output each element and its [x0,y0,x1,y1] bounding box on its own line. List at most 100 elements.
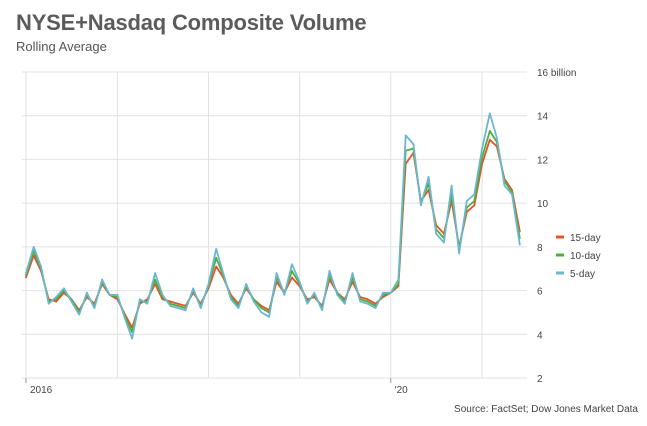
data-point-5-day [131,337,134,340]
data-point-5-day [146,302,149,305]
series-line-5-day [25,112,521,340]
data-point-15-day [154,283,157,285]
data-point-10-day [55,298,58,301]
data-point-10-day [481,156,483,159]
data-point-5-day [359,300,362,303]
data-point-5-day [473,193,476,196]
data-point-5-day [245,283,248,285]
data-point-10-day [25,274,27,277]
data-point-10-day [366,300,369,303]
data-point-5-day [443,241,445,244]
data-point-5-day [412,143,415,146]
data-point-5-day [450,184,453,187]
data-point-5-day [313,291,316,294]
data-point-10-day [488,130,491,132]
y-tick-label: 14 [537,112,549,123]
data-point-10-day [473,200,476,202]
data-point-5-day [328,270,331,272]
data-point-5-day [366,302,369,305]
data-point-5-day [86,291,88,294]
data-point-5-day [481,147,483,150]
data-point-15-day [169,300,172,303]
legend-label: 10-day [570,251,601,262]
x-tick-label: '20 [395,385,408,396]
data-point-5-day [138,298,141,301]
data-point-5-day [306,302,309,305]
data-point-5-day [215,248,218,250]
data-point-5-day [124,318,126,320]
data-point-15-day [177,302,179,305]
x-tick-label: 2016 [30,385,53,396]
data-point-5-day [177,307,179,309]
data-point-5-day [458,252,460,255]
data-point-5-day [169,305,172,307]
data-point-5-day [397,278,400,281]
data-point-15-day [55,300,58,303]
y-tick-label: 4 [537,330,543,341]
data-point-5-day [93,307,96,309]
data-point-5-day [291,263,293,266]
data-point-5-day [40,265,42,268]
data-point-5-day [374,307,377,309]
grid-lines [22,71,527,379]
data-point-15-day [215,265,218,268]
data-point-5-day [518,243,521,246]
legend-label: 15-day [570,233,601,244]
data-point-5-day [298,280,301,283]
data-point-10-day [154,278,157,281]
data-point-5-day [389,291,392,294]
data-point-5-day [32,246,35,248]
data-point-5-day [47,302,50,305]
data-point-15-day [161,298,164,301]
data-point-5-day [268,315,270,318]
data-point-5-day [275,272,278,274]
data-point-5-day [321,309,323,312]
source-note: Source: FactSet; Dow Jones Market Data [454,404,638,415]
x-axis-ticks: 2016 '20 [25,378,408,396]
chart-subtitle: Rolling Average [16,39,107,54]
data-point-5-day [70,300,73,303]
y-tick-label: 10 [537,199,549,210]
chart-title: NYSE+Nasdaq Composite Volume [16,10,367,35]
data-point-5-day [382,291,384,294]
data-point-5-day [420,204,422,207]
data-point-5-day [336,294,339,296]
data-point-5-day [192,287,195,290]
data-point-5-day [260,311,263,314]
data-point-15-day [366,298,369,301]
data-point-5-day [25,272,27,274]
series-lines [25,112,521,340]
data-point-5-day [108,294,111,296]
data-point-5-day [237,307,240,309]
y-tick-label: 8 [537,243,543,254]
legend: 15-day 10-day 5-day [556,233,601,280]
y-tick-label: 16 billion [537,68,576,79]
data-point-5-day [222,272,225,274]
data-point-5-day [283,294,286,296]
data-point-5-day [78,313,81,316]
data-point-5-day [154,272,157,274]
data-point-5-day [351,272,354,274]
data-point-10-day [397,283,400,285]
data-point-15-day [25,276,27,279]
data-point-5-day [511,193,513,196]
data-point-5-day [63,287,65,290]
data-point-5-day [252,300,255,303]
data-point-5-day [503,184,506,187]
legend-swatch [556,271,564,275]
data-point-5-day [199,307,202,309]
data-point-5-day [101,278,103,281]
data-point-10-day [291,270,293,272]
y-tick-label: 6 [537,287,543,298]
data-point-5-day [207,283,210,285]
data-point-5-day [161,294,164,296]
data-point-10-day [177,305,179,307]
data-point-10-day [260,307,263,309]
data-point-5-day [427,176,430,178]
y-tick-label: 12 [537,155,549,166]
data-point-15-day [473,204,476,207]
data-point-5-day [184,309,187,312]
legend-label: 5-day [570,269,595,280]
y-axis-ticks: 2 4 6 8 10 12 14 16 billion [537,68,576,385]
